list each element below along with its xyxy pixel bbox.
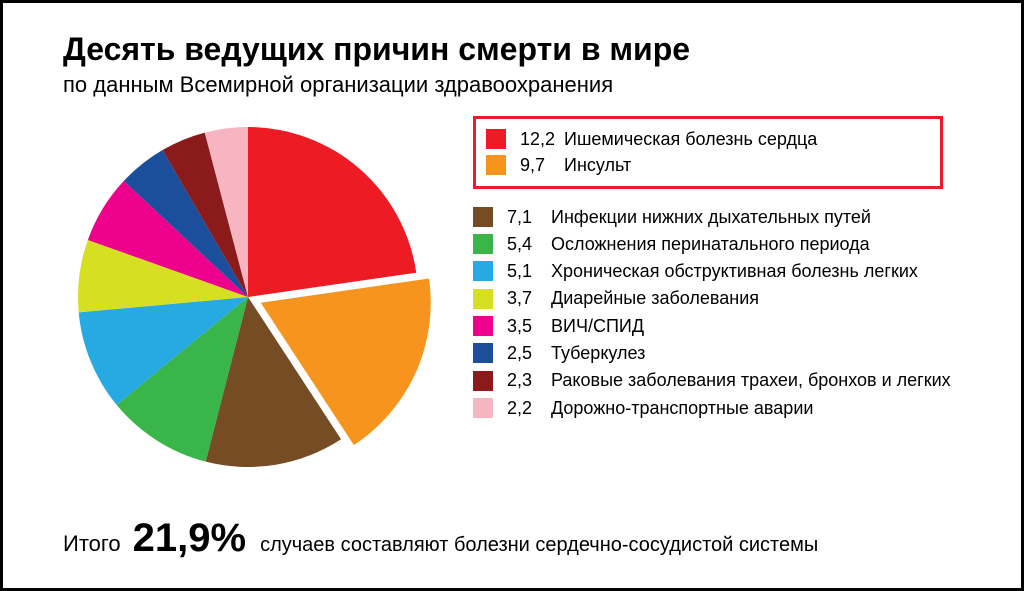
legend-row: 2,3Раковые заболевания трахеи, бронхов и… xyxy=(473,368,981,392)
legend-label: Хроническая обструктивная болезнь легких xyxy=(551,259,918,283)
legend-label: Инфекции нижних дыхательных путей xyxy=(551,205,871,229)
legend-value: 2,5 xyxy=(507,341,551,365)
legend-swatch xyxy=(473,343,493,363)
pie-chart xyxy=(63,112,443,482)
legend-label: Раковые заболевания трахеи, бронхов и ле… xyxy=(551,368,951,392)
legend-value: 9,7 xyxy=(520,153,564,177)
legend-value: 5,1 xyxy=(507,259,551,283)
legend-label: Дорожно-транспортные аварии xyxy=(551,396,813,420)
footer-prefix: Итого xyxy=(63,531,121,557)
legend-value: 12,2 xyxy=(520,127,564,151)
legend-swatch xyxy=(486,129,506,149)
legend-swatch xyxy=(473,398,493,418)
legend-swatch xyxy=(473,234,493,254)
footer-percent: 21,9% xyxy=(133,518,246,558)
footer-summary: Итого 21,9% случаев составляют болезни с… xyxy=(63,518,818,558)
legend-row: 3,7Диарейные заболевания xyxy=(473,286,981,310)
chart-body: 12,2Ишемическая болезнь сердца9,7Инсульт… xyxy=(63,112,981,482)
legend-row: 3,5ВИЧ/СПИД xyxy=(473,314,981,338)
legend-label: Диарейные заболевания xyxy=(551,286,759,310)
legend-label: ВИЧ/СПИД xyxy=(551,314,644,338)
legend-swatch xyxy=(473,289,493,309)
legend-label: Туберкулез xyxy=(551,341,645,365)
legend-label: Осложнения перинатального периода xyxy=(551,232,870,256)
legend-swatch xyxy=(473,261,493,281)
legend-row: 2,5Туберкулез xyxy=(473,341,981,365)
legend-value: 5,4 xyxy=(507,232,551,256)
legend-label: Ишемическая болезнь сердца xyxy=(564,127,817,151)
chart-title: Десять ведущих причин смерти в мире xyxy=(63,31,981,68)
legend-row: 12,2Ишемическая болезнь сердца xyxy=(486,127,930,151)
legend-swatch xyxy=(473,316,493,336)
legend-highlight-box: 12,2Ишемическая болезнь сердца9,7Инсульт xyxy=(473,116,943,189)
pie-slice xyxy=(248,127,416,297)
legend-swatch xyxy=(486,155,506,175)
legend-value: 2,3 xyxy=(507,368,551,392)
legend-value: 3,7 xyxy=(507,286,551,310)
legend-swatch xyxy=(473,371,493,391)
legend-row: 5,1Хроническая обструктивная болезнь лег… xyxy=(473,259,981,283)
footer-suffix: случаев составляют болезни сердечно-сосу… xyxy=(260,534,818,557)
legend-label: Инсульт xyxy=(564,153,631,177)
legend-list: 7,1Инфекции нижних дыхательных путей5,4О… xyxy=(473,205,981,420)
legend-row: 9,7Инсульт xyxy=(486,153,930,177)
legend-row: 5,4Осложнения перинатального периода xyxy=(473,232,981,256)
legend-row: 7,1Инфекции нижних дыхательных путей xyxy=(473,205,981,229)
legend-row: 2,2Дорожно-транспортные аварии xyxy=(473,396,981,420)
legend-swatch xyxy=(473,207,493,227)
legend: 12,2Ишемическая болезнь сердца9,7Инсульт… xyxy=(443,112,981,423)
legend-value: 7,1 xyxy=(507,205,551,229)
legend-value: 2,2 xyxy=(507,396,551,420)
legend-value: 3,5 xyxy=(507,314,551,338)
chart-subtitle: по данным Всемирной организации здравоох… xyxy=(63,72,981,98)
chart-frame: { "title": "Десять ведущих причин смерти… xyxy=(0,0,1024,591)
